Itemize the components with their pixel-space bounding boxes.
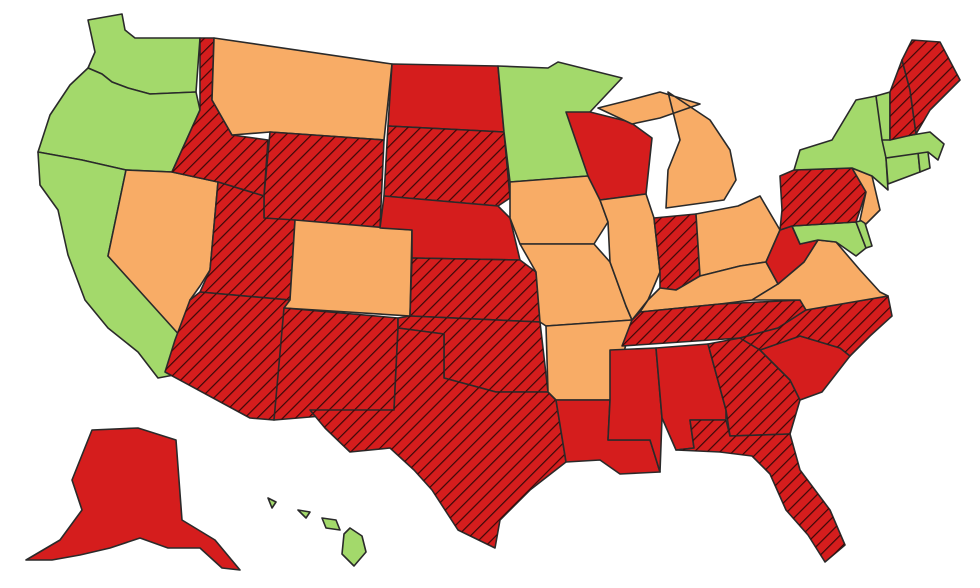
state-id-hatch <box>172 38 268 196</box>
state-nc-hatch <box>740 296 892 356</box>
state-co <box>283 219 413 317</box>
state-nd <box>387 63 505 133</box>
state-sd-hatch <box>384 126 510 206</box>
state-ri <box>917 151 931 173</box>
state-il <box>599 193 661 321</box>
state-pa-hatch <box>780 168 866 230</box>
state-ok-hatch <box>398 316 548 392</box>
state-mi <box>597 91 737 209</box>
state-hi <box>267 497 367 567</box>
states-layer <box>25 13 961 571</box>
state-fl-hatch <box>676 420 845 562</box>
state-wy-hatch <box>264 132 384 228</box>
state-nm-hatch <box>274 308 398 420</box>
state-ga-hatch <box>708 338 800 436</box>
state-tn-hatch <box>622 300 806 346</box>
state-ak <box>25 427 241 571</box>
state-az-hatch <box>165 292 290 420</box>
state-mt <box>211 37 393 141</box>
state-ut-hatch <box>200 182 295 300</box>
state-nh-hatch <box>890 60 916 140</box>
state-tx-hatch <box>310 328 566 548</box>
state-ks-hatch <box>410 258 540 322</box>
state-in-hatch <box>654 214 700 290</box>
state-wi <box>565 111 653 201</box>
state-me-hatch <box>902 40 960 134</box>
